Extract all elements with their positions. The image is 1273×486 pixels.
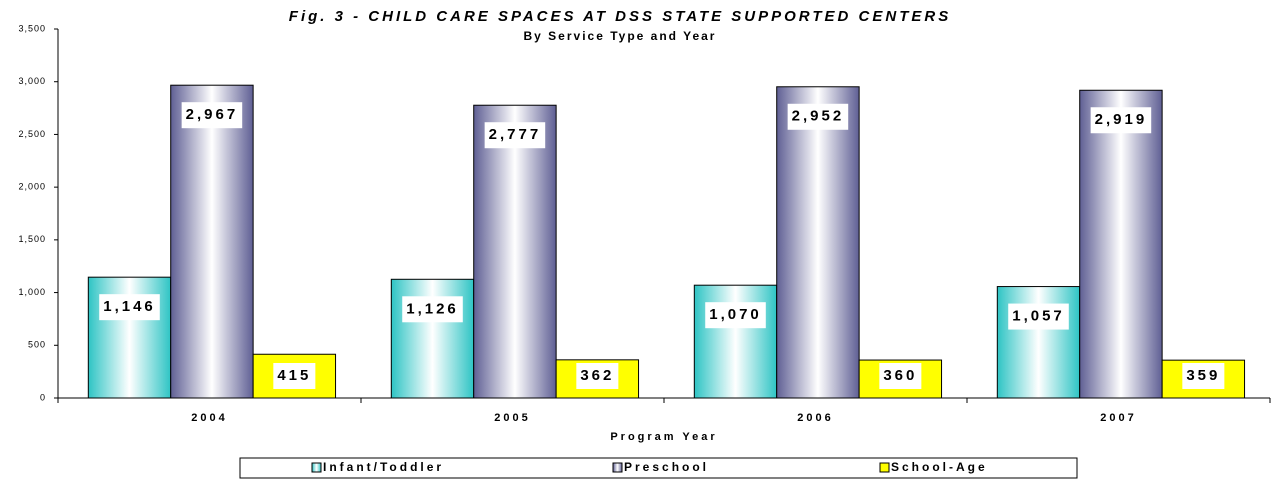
- x-axis-title: Program Year: [610, 431, 717, 443]
- data-label: 1,146: [103, 298, 156, 315]
- data-label-box: [181, 102, 243, 129]
- y-tick-label: 0: [40, 392, 46, 402]
- x-tick-label: 2007: [1100, 412, 1136, 424]
- bar: [693, 284, 778, 399]
- data-label-box: [1090, 107, 1152, 134]
- bar: [996, 286, 1081, 399]
- data-label-box: [484, 122, 546, 149]
- data-label-box: [99, 294, 160, 321]
- data-label-box: [1008, 303, 1069, 330]
- y-tick-label: 3,500: [18, 23, 46, 33]
- legend-swatch: [311, 462, 322, 473]
- data-label: 1,070: [709, 306, 762, 323]
- legend-label: Infant/Toddler: [323, 460, 444, 474]
- data-label-box: [1182, 363, 1225, 389]
- data-label: 2,952: [792, 108, 845, 125]
- x-tick-label: 2006: [797, 412, 833, 424]
- x-tick-label: 2004: [191, 412, 227, 424]
- data-label: 415: [277, 367, 311, 384]
- data-label: 1,057: [1012, 308, 1065, 325]
- data-label: 360: [883, 367, 917, 384]
- y-tick-label: 1,000: [18, 287, 46, 297]
- data-label-box: [576, 363, 619, 389]
- x-tick-label: 2005: [494, 412, 530, 424]
- y-tick-label: 2,500: [18, 129, 46, 139]
- y-tick-label: 500: [28, 340, 46, 350]
- legend-swatch: [612, 462, 623, 473]
- data-label: 359: [1186, 367, 1220, 384]
- bar: [1079, 89, 1163, 399]
- bar: [170, 84, 254, 399]
- bar: [776, 86, 860, 399]
- chart-title: Fig. 3 - CHILD CARE SPACES AT DSS STATE …: [289, 8, 951, 25]
- chart-subtitle: By Service Type and Year: [524, 29, 717, 43]
- y-tick-label: 3,000: [18, 76, 46, 86]
- data-label-box: [273, 363, 316, 389]
- data-label-box: [879, 363, 922, 389]
- data-label: 2,919: [1095, 111, 1148, 128]
- y-tick-label: 2,000: [18, 182, 46, 192]
- legend-box: [239, 457, 1078, 479]
- data-label: 362: [580, 367, 614, 384]
- data-label: 2,777: [489, 126, 542, 143]
- bar: [473, 104, 557, 399]
- legend-label: Preschool: [624, 460, 709, 474]
- data-label: 2,967: [186, 106, 239, 123]
- data-label-box: [787, 103, 849, 130]
- data-label-box: [705, 302, 766, 329]
- legend-label: School-Age: [891, 460, 988, 474]
- y-tick-label: 1,500: [18, 234, 46, 244]
- data-label-box: [402, 296, 463, 323]
- data-label: 1,126: [406, 300, 459, 317]
- legend-swatch: [879, 462, 890, 473]
